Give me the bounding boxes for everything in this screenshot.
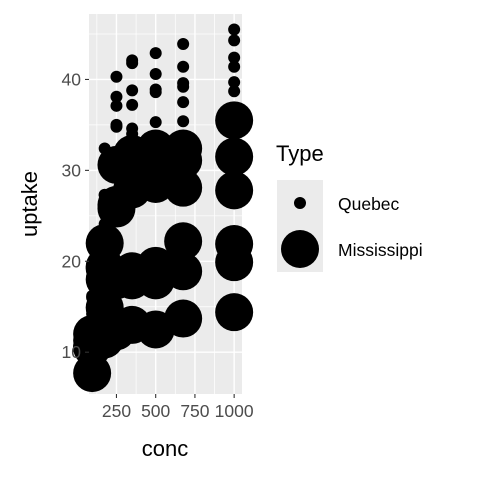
legend-label-mississippi: Mississippi: [338, 240, 423, 260]
x-tick-label: 1000: [215, 401, 254, 421]
legend-key-quebec: [294, 197, 306, 209]
point-quebec: [110, 118, 123, 131]
legend-label-quebec: Quebec: [338, 194, 400, 214]
x-tick-label: 500: [141, 401, 170, 421]
point-mississippi: [215, 243, 254, 282]
point-quebec: [126, 98, 139, 111]
point-mississippi: [215, 101, 254, 140]
point-quebec: [149, 68, 162, 80]
point-quebec: [110, 70, 123, 83]
point-quebec: [177, 115, 190, 128]
y-tick-label: 30: [62, 160, 82, 180]
point-mississippi: [215, 137, 254, 176]
point-quebec: [228, 85, 241, 98]
y-tick-label: 20: [62, 251, 82, 271]
legend-key-mississippi: [281, 230, 319, 268]
x-tick-label: 250: [102, 401, 131, 421]
point-quebec: [177, 38, 190, 50]
point-mississippi: [215, 293, 254, 332]
point-quebec: [126, 84, 139, 97]
point-quebec: [177, 77, 190, 90]
point-quebec: [228, 34, 241, 47]
point-mississippi: [164, 141, 203, 180]
x-tick-label: 750: [180, 401, 209, 421]
point-quebec: [110, 99, 123, 112]
point-mississippi: [164, 168, 203, 207]
y-axis-title: uptake: [17, 171, 42, 237]
legend: Type Quebec Mississippi: [276, 141, 423, 272]
y-tick-label: 40: [62, 69, 82, 89]
point-mississippi: [164, 222, 203, 261]
y-axis: 10 20 30 40: [62, 69, 89, 362]
point-quebec: [228, 23, 241, 36]
point-quebec: [149, 47, 162, 60]
point-quebec: [126, 54, 139, 67]
point-mississippi: [164, 299, 203, 338]
point-quebec: [149, 83, 162, 96]
point-quebec: [177, 60, 190, 73]
point-quebec: [110, 90, 123, 103]
y-tick-label: 10: [62, 342, 82, 362]
point-mississippi: [73, 327, 112, 366]
point-quebec: [149, 116, 162, 129]
point-mississippi: [73, 354, 112, 393]
points-mississippi: [73, 101, 254, 393]
point-quebec: [177, 96, 190, 109]
legend-title: Type: [276, 141, 324, 166]
point-quebec: [228, 51, 241, 64]
x-axis: 250 500 750 1000: [102, 394, 254, 421]
point-mississippi: [164, 252, 203, 291]
point-quebec: [228, 60, 241, 73]
x-axis-title: conc: [142, 436, 188, 461]
point-quebec: [228, 76, 241, 89]
point-mississippi: [215, 171, 254, 210]
